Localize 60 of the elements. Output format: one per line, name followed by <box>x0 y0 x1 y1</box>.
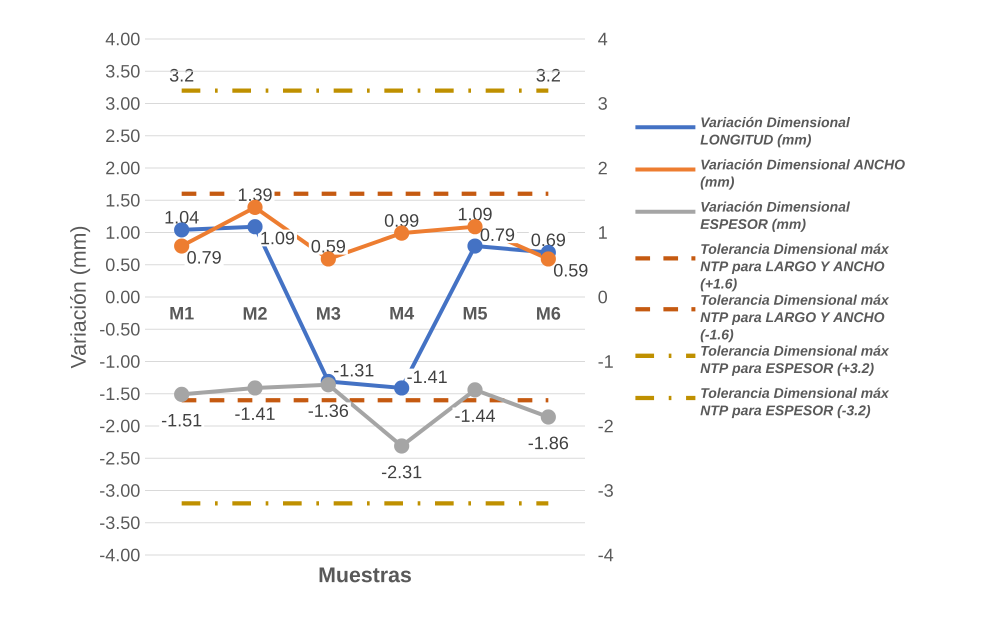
data-label: -1.44 <box>455 409 495 422</box>
y2-tick-label: 0 <box>598 290 608 304</box>
y2-tick-label: -1 <box>598 355 613 368</box>
y2-tick-label: 4 <box>598 32 608 46</box>
data-label: 3.2 <box>170 68 194 82</box>
data-label: -2.31 <box>382 466 422 478</box>
data-label: 0.59 <box>312 240 345 253</box>
legend-label: Variación Dimensional ANCHO (mm) <box>700 159 905 190</box>
data-label: 0.69 <box>532 233 565 246</box>
data-label: 1.09 <box>458 208 492 220</box>
legend-label: Tolerancia Dimensional máx NTP para LARGO Y ANCHO (+1.6) <box>700 244 890 292</box>
y-tick-label: -1.00 <box>100 355 140 368</box>
y-tick-label: -3.00 <box>100 484 140 497</box>
data-label: 0.59 <box>554 264 588 277</box>
y-tick-label: -4.00 <box>100 548 140 562</box>
data-label: -1.31 <box>334 364 374 377</box>
y-tick-label: 2.00 <box>106 162 140 174</box>
y-tick-label: 0.00 <box>106 290 140 304</box>
y-tick-label: 1.00 <box>106 226 140 239</box>
data-label: 3.2 <box>536 68 560 82</box>
legend-label: Variación Dimensional ESPESOR (mm) <box>700 201 850 232</box>
y2-tick-label: 3 <box>598 97 607 110</box>
data-label: -1.41 <box>235 408 275 420</box>
y2-tick-label: -3 <box>598 484 613 497</box>
legend-label: Variación Dimensional LONGITUD (mm) <box>700 116 850 148</box>
x-tick-label: M6 <box>537 307 560 320</box>
y-tick-label: 4.00 <box>106 32 140 46</box>
x-tick-label: M1 <box>170 307 194 320</box>
x-tick-label: M2 <box>244 307 267 320</box>
y-tick-label: 3.50 <box>106 64 140 78</box>
data-label: -1.41 <box>407 370 447 384</box>
legend-label: Tolerancia Dimensional máx NTP para ESPESOR (+3.2) <box>700 345 890 376</box>
data-label: 1.04 <box>166 210 199 224</box>
y-tick-label: -3.50 <box>100 516 140 530</box>
x-tick-label: M4 <box>390 307 414 320</box>
y-tick-label: -1.50 <box>100 387 140 400</box>
legend-label: Tolerancia Dimensional máx NTP para ESPESOR (-3.2) <box>700 388 890 418</box>
y-axis-title: Variación (mm) <box>70 226 90 368</box>
data-label: 1.09 <box>261 232 294 244</box>
data-label: 0.79 <box>187 250 221 264</box>
x-axis-title: Muestras <box>320 567 411 582</box>
data-label: -1.51 <box>162 414 202 427</box>
data-label: -1.36 <box>308 404 348 418</box>
data-label: -1.86 <box>528 436 568 450</box>
y-tick-label: 1.50 <box>106 194 140 207</box>
x-tick-label: M5 <box>464 307 488 320</box>
legend-label: Tolerancia Dimensional máx NTP para LARGO Y ANCHO (-1.6) <box>700 294 890 342</box>
y-tick-label: 3.00 <box>106 97 140 110</box>
y2-tick-label: -4 <box>598 548 614 562</box>
y-tick-label: 0.50 <box>106 258 140 272</box>
y-tick-label: -2.00 <box>100 420 140 432</box>
y2-tick-label: -2 <box>598 420 613 432</box>
data-label: 0.99 <box>384 214 418 227</box>
y2-tick-label: 1 <box>599 226 607 239</box>
y2-tick-label: 2 <box>598 162 607 174</box>
x-tick-label: M3 <box>317 307 340 320</box>
data-label: 0.79 <box>480 228 514 242</box>
y-tick-label: -2.50 <box>100 452 140 465</box>
y-tick-label: 2.50 <box>106 129 140 142</box>
y-tick-label: -0.50 <box>100 322 140 336</box>
